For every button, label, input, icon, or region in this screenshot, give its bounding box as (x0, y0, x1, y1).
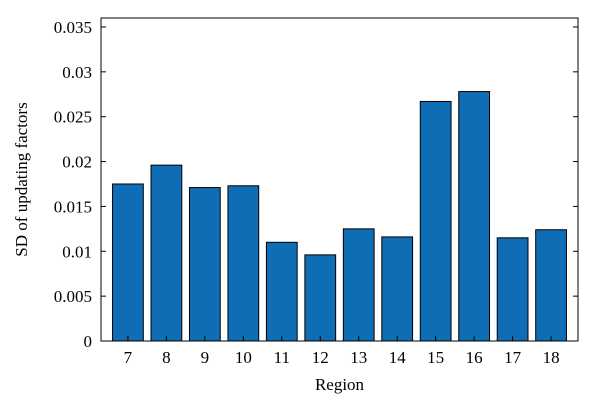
bar-15 (419, 100, 452, 342)
plot-frame (100, 17, 579, 342)
x-tick-label-18: 18 (543, 348, 560, 367)
y-tick-label-0: 0 (84, 332, 93, 351)
bar-7 (112, 183, 144, 342)
x-tick-label-16: 16 (466, 348, 483, 367)
bar-11 (265, 241, 298, 342)
y-tick-label-2: 0.01 (62, 242, 92, 261)
y-tick-label-3: 0.015 (54, 197, 92, 216)
x-tick-label-15: 15 (427, 348, 444, 367)
x-tick-label-12: 12 (312, 348, 329, 367)
bars-group (112, 91, 567, 342)
x-tick-label-17: 17 (504, 348, 522, 367)
x-tick-label-14: 14 (389, 348, 407, 367)
y-tick-label-1: 0.005 (54, 287, 92, 306)
bar-13 (342, 228, 375, 342)
bar-16 (458, 91, 491, 342)
y-tick-label-6: 0.03 (62, 63, 92, 82)
y-tick-label-5: 0.025 (54, 108, 92, 127)
x-axis-title: Region (315, 375, 365, 394)
y-axis: 0 0.005 0.01 0.015 0.02 0.025 0.03 0.035 (54, 18, 578, 351)
x-tick-label-10: 10 (235, 348, 252, 367)
bar-14 (381, 236, 414, 342)
bar-12 (304, 254, 337, 342)
x-axis: 7 8 9 10 11 12 13 14 15 16 17 18 (124, 336, 560, 367)
bar-8 (150, 164, 183, 342)
y-tick-label-7: 0.035 (54, 18, 92, 37)
y-axis-title: SD of updating factors (12, 102, 31, 256)
x-tick-label-11: 11 (274, 348, 290, 367)
x-tick-label-13: 13 (350, 348, 367, 367)
x-tick-label-8: 8 (162, 348, 171, 367)
x-tick-label-9: 9 (201, 348, 210, 367)
bar-9 (188, 187, 221, 342)
bar-18 (535, 229, 567, 342)
bar-17 (496, 237, 529, 342)
y-tick-label-4: 0.02 (62, 153, 92, 172)
x-tick-label-7: 7 (124, 348, 133, 367)
bar-10 (227, 185, 260, 342)
